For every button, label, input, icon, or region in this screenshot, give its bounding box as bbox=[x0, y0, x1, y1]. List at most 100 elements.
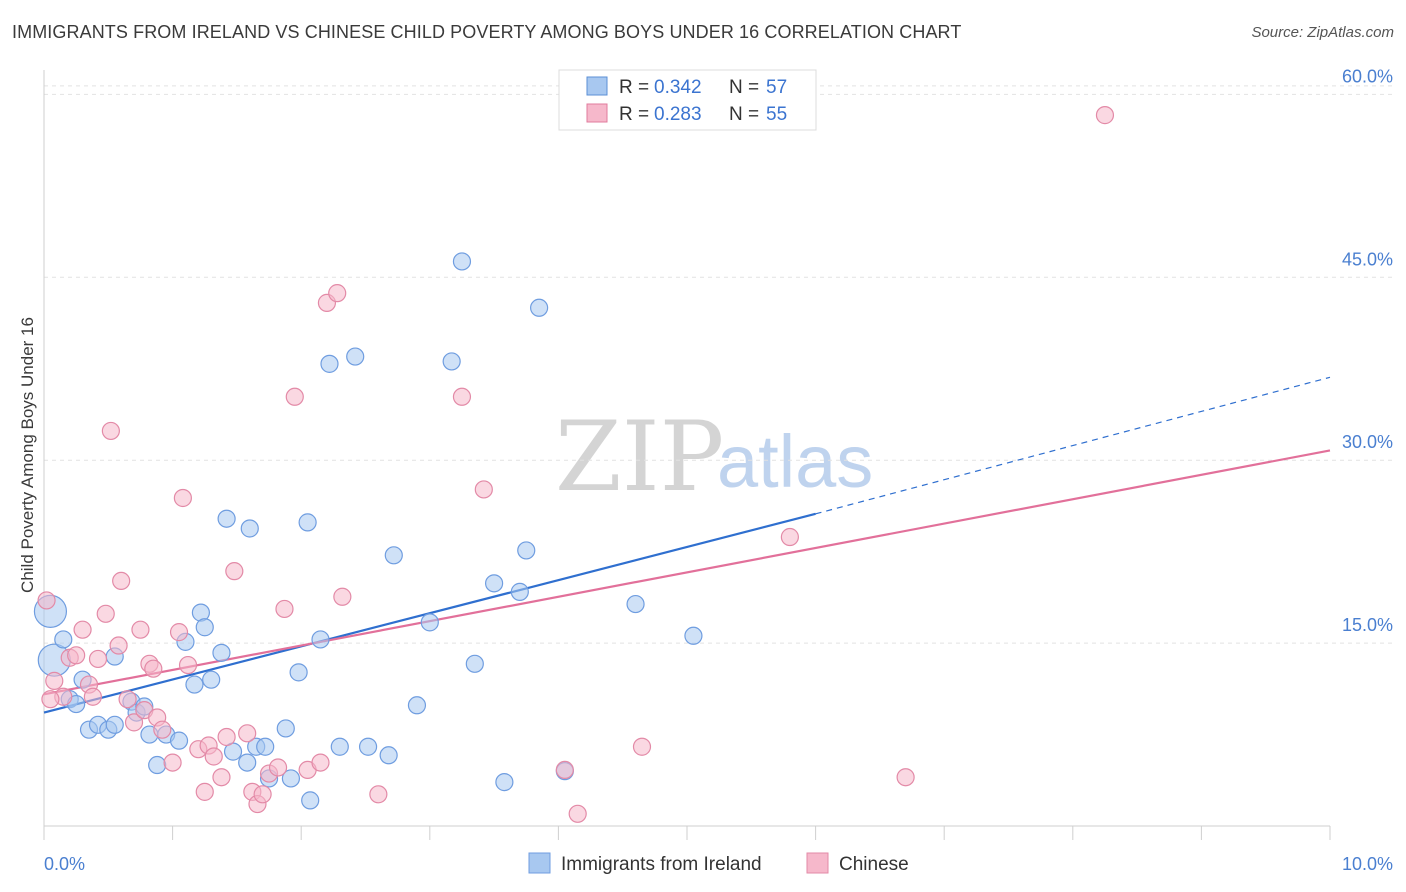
legend-swatch-chinese bbox=[586, 103, 608, 123]
data-point-chinese bbox=[238, 724, 257, 743]
data-point-ireland bbox=[379, 746, 398, 765]
tick-labels: 15.0% 30.0% 45.0% 60.0% 0.0% 10.0% bbox=[44, 66, 1393, 874]
data-point-ireland bbox=[281, 769, 301, 788]
x-tick-label: 0.0% bbox=[44, 854, 85, 874]
data-point-chinese bbox=[131, 620, 150, 639]
data-point-ireland bbox=[485, 574, 504, 593]
data-point-chinese bbox=[88, 649, 108, 669]
data-point-chinese bbox=[67, 646, 86, 665]
chart-title: IMMIGRANTS FROM IRELAND VS CHINESE CHILD… bbox=[12, 22, 962, 42]
trendline-ireland-projection bbox=[815, 376, 1331, 515]
data-point-ireland bbox=[185, 675, 204, 694]
data-point-chinese bbox=[333, 587, 352, 606]
source-label: Source: ZipAtlas.com bbox=[1251, 24, 1394, 41]
data-point-chinese bbox=[73, 620, 92, 639]
top-legend: R = 0.342 N = 57 R = 0.283 N = 55 bbox=[558, 69, 817, 131]
data-point-ireland bbox=[238, 753, 257, 772]
legend-swatch-ireland bbox=[586, 76, 608, 96]
x-tick-label: 10.0% bbox=[1342, 854, 1393, 874]
legend-n-label-2: N = bbox=[729, 104, 759, 125]
data-point-chinese bbox=[474, 480, 493, 499]
watermark-zip: ZIP bbox=[555, 401, 724, 513]
data-point-ireland bbox=[54, 630, 73, 649]
trendline-chinese bbox=[43, 449, 1331, 696]
data-point-ireland bbox=[217, 509, 236, 528]
data-point-chinese bbox=[124, 713, 144, 732]
data-point-ireland bbox=[240, 519, 259, 538]
data-point-chinese bbox=[896, 768, 915, 787]
data-point-chinese bbox=[225, 562, 244, 581]
y-tick-label: 60.0% bbox=[1342, 66, 1393, 86]
gridlines bbox=[44, 85, 1392, 644]
data-point-chinese bbox=[568, 804, 587, 823]
data-point-ireland bbox=[684, 626, 703, 645]
data-point-chinese bbox=[163, 753, 182, 772]
bottom-legend-swatch-chinese bbox=[806, 852, 829, 874]
bottom-legend-swatch-ireland bbox=[528, 852, 551, 874]
data-point-ireland bbox=[495, 773, 514, 792]
y-axis-label: Child Poverty Among Boys Under 16 bbox=[18, 317, 37, 593]
data-point-chinese bbox=[253, 785, 272, 804]
data-point-chinese bbox=[41, 690, 60, 709]
data-point-ireland bbox=[407, 696, 427, 715]
data-point-ireland bbox=[311, 630, 330, 649]
data-point-ireland bbox=[276, 719, 295, 738]
data-point-chinese bbox=[96, 604, 115, 623]
legend-n-value-2: 55 bbox=[766, 104, 787, 125]
data-point-chinese bbox=[369, 785, 388, 804]
data-point-ireland bbox=[169, 731, 189, 750]
data-point-ireland bbox=[465, 654, 484, 673]
data-point-ireland bbox=[452, 252, 472, 271]
series-chinese-points bbox=[37, 106, 1115, 823]
data-point-chinese bbox=[452, 387, 472, 406]
data-point-ireland bbox=[626, 594, 645, 614]
data-point-chinese bbox=[118, 690, 137, 709]
data-point-ireland bbox=[212, 643, 231, 662]
legend-r-label-2: R = bbox=[619, 104, 649, 125]
data-point-chinese bbox=[112, 571, 131, 591]
data-point-chinese bbox=[178, 655, 198, 675]
data-point-chinese bbox=[195, 782, 214, 801]
legend-r-label-1: R = bbox=[619, 77, 649, 98]
data-point-chinese bbox=[217, 727, 236, 747]
data-point-chinese bbox=[555, 760, 574, 780]
data-point-ireland bbox=[442, 352, 461, 371]
data-point-ireland bbox=[384, 546, 403, 565]
data-point-ireland bbox=[256, 737, 275, 756]
y-tick-label: 15.0% bbox=[1342, 615, 1393, 635]
legend-r-value-1: 0.342 bbox=[654, 77, 702, 98]
data-point-chinese bbox=[780, 527, 799, 547]
data-point-chinese bbox=[311, 753, 330, 772]
data-point-ireland bbox=[330, 737, 349, 756]
data-point-ireland bbox=[517, 541, 536, 560]
data-point-chinese bbox=[328, 284, 347, 303]
y-tick-label: 45.0% bbox=[1342, 249, 1393, 269]
data-point-ireland bbox=[358, 737, 378, 756]
data-point-chinese bbox=[204, 747, 223, 766]
y-tick-label: 30.0% bbox=[1342, 432, 1393, 452]
data-point-chinese bbox=[144, 659, 163, 678]
data-point-ireland bbox=[301, 791, 320, 810]
data-point-ireland bbox=[510, 582, 529, 601]
data-point-ireland bbox=[202, 670, 221, 689]
bottom-legend-label-chinese: Chinese bbox=[839, 854, 909, 875]
legend-r-value-2: 0.283 bbox=[654, 104, 702, 125]
data-point-chinese bbox=[275, 599, 294, 619]
data-point-chinese bbox=[109, 636, 128, 655]
data-point-ireland bbox=[195, 618, 214, 637]
trendline-ireland bbox=[43, 512, 816, 714]
data-point-ireland bbox=[530, 298, 549, 317]
data-point-chinese bbox=[632, 737, 652, 756]
data-point-ireland bbox=[298, 513, 317, 532]
data-point-chinese bbox=[45, 671, 64, 690]
bottom-legend-label-ireland: Immigrants from Ireland bbox=[561, 854, 762, 875]
data-point-ireland bbox=[105, 715, 124, 734]
data-point-ireland bbox=[320, 354, 339, 373]
data-point-ireland bbox=[148, 755, 167, 775]
watermark-atlas: atlas bbox=[717, 420, 873, 503]
data-point-chinese bbox=[101, 421, 120, 441]
data-point-chinese bbox=[169, 623, 189, 642]
data-point-chinese bbox=[268, 758, 288, 777]
data-point-chinese bbox=[37, 591, 56, 610]
